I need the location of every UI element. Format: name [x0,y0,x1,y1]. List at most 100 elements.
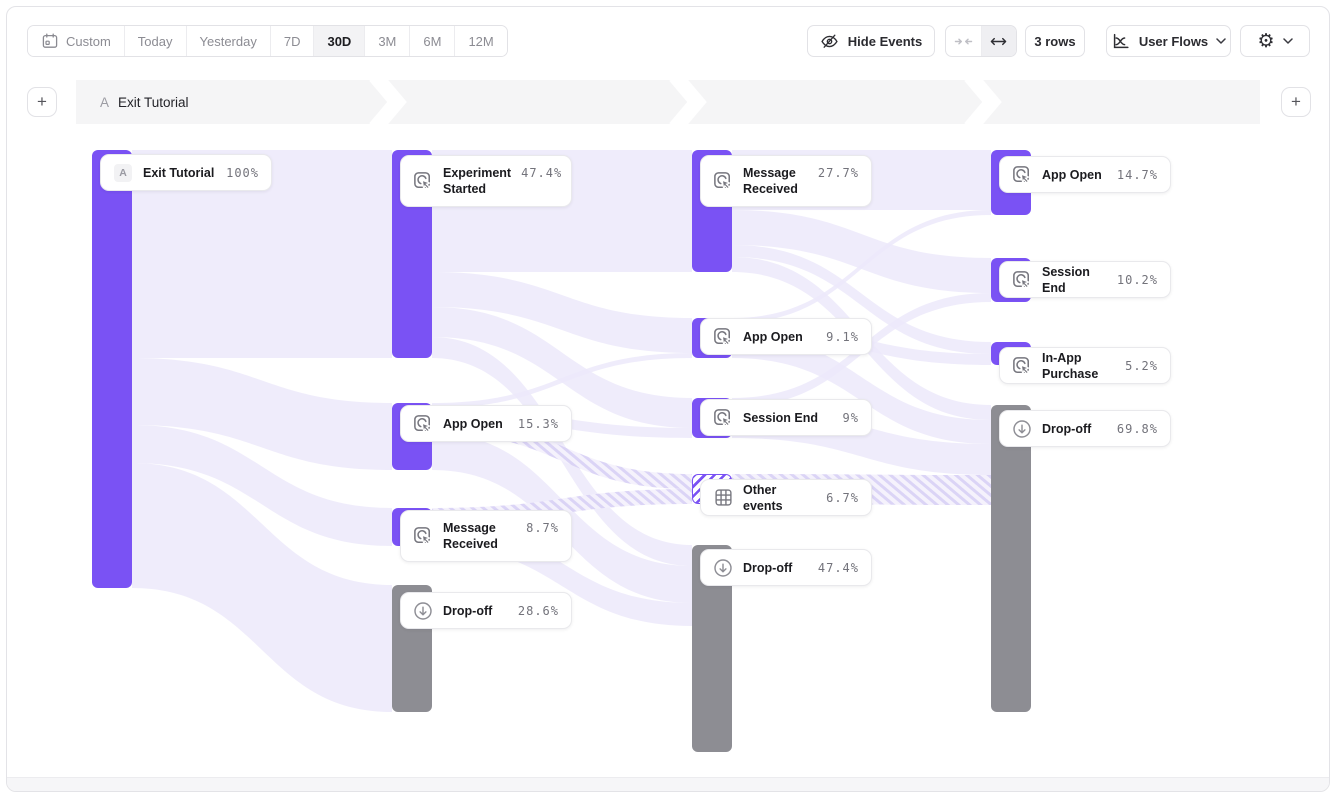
date-range-label: 30D [327,33,352,49]
flow-ribbon[interactable] [732,210,991,293]
flow-ribbon[interactable] [132,358,392,470]
flow-node-percentage: 9% [842,410,859,425]
flow-node-card[interactable]: App Open 14.7% [999,156,1171,193]
date-range-today[interactable]: Today [124,26,187,56]
flow-ribbon[interactable] [132,425,392,546]
flow-node-card[interactable]: Message Received 27.7% [700,155,872,207]
dropoff-icon [1012,419,1032,439]
flow-node-label: App Open [1042,167,1102,182]
flow-node-card[interactable]: Drop-off 47.4% [700,549,872,586]
collapse-expand-group [945,25,1017,57]
flow-node-card[interactable]: In-App Purchase 5.2% [999,347,1171,384]
flow-ribbon[interactable] [132,150,392,358]
date-range-3m[interactable]: 3M [365,26,411,56]
date-range-group: Custom Today Yesterday 7D 30D 3M 6M 12M [27,25,508,57]
event-icon [413,171,433,191]
flow-node-percentage: 28.6% [517,603,559,618]
step-badge: A [113,163,133,183]
date-range-6m[interactable]: 6M [410,26,456,56]
flow-node-percentage: 47.4% [521,166,563,180]
flow-node-card[interactable]: Message Received 8.7% [400,510,572,562]
other-events-icon [713,488,733,508]
date-range-30d[interactable]: 30D [314,26,366,56]
chevron-down-icon [1282,38,1293,44]
date-range-custom[interactable]: Custom [28,26,125,56]
add-step-left-button[interactable]: + [27,87,57,117]
flow-node-card[interactable]: App Open 9.1% [700,318,872,355]
step-prefix: A [100,94,110,110]
flow-node-label: App Open [743,329,803,344]
flow-ribbon[interactable] [432,272,692,353]
hide-events-button[interactable]: Hide Events [807,25,935,57]
event-icon [1012,165,1032,185]
flow-node-card[interactable]: Drop-off 28.6% [400,592,572,629]
view-selector-button[interactable]: User Flows [1106,25,1231,57]
calendar-icon [41,32,59,50]
step-band: A Exit Tutorial [76,80,1260,124]
dropoff-icon [413,601,433,621]
date-range-label: 7D [283,33,301,49]
rows-button[interactable]: 3 rows [1025,25,1085,57]
flow-node-percentage: 6.7% [826,490,859,505]
user-flows-icon [1111,31,1131,51]
event-icon [713,408,733,428]
add-step-right-button[interactable]: + [1281,87,1311,117]
flow-ribbon[interactable] [732,245,991,354]
flow-node-label: Drop-off [743,560,793,575]
flow-node-label: Experiment Started [443,166,512,196]
flow-node-card[interactable]: Other events 6.7% [700,479,872,516]
expand-columns-button[interactable] [981,26,1016,56]
settings-button[interactable]: ⚙ [1240,25,1310,57]
date-range-label: Custom [66,33,111,49]
hide-events-label: Hide Events [847,33,923,49]
event-icon [713,171,733,191]
date-range-label: 12M [468,33,494,49]
flow-node-percentage: 9.1% [826,329,859,344]
flow-node-bar[interactable] [991,405,1031,712]
flow-node-card[interactable]: Session End 9% [700,399,872,436]
gear-icon: ⚙ [1257,29,1275,52]
flow-node-percentage: 14.7% [1116,167,1158,182]
flow-node-label: Session End [743,410,819,425]
flow-node-label: Drop-off [443,603,493,618]
step-label[interactable]: A Exit Tutorial [100,80,189,124]
flow-ribbon[interactable] [132,463,392,712]
flow-node-label: In-App Purchase [1042,350,1099,381]
band-chevrons [369,80,1002,124]
flow-node-label: Other events [743,482,783,513]
eye-off-icon [820,31,840,51]
expand-icon [990,37,1007,45]
event-icon [713,327,733,347]
date-range-12m[interactable]: 12M [455,26,507,56]
flow-node-percentage: 5.2% [1125,358,1158,373]
flow-node-card[interactable]: Session End 10.2% [999,261,1171,298]
flow-node-label: Session End [1042,264,1090,295]
date-range-label: Yesterday [199,33,257,49]
flow-node-percentage: 100% [226,165,259,180]
flow-node-percentage: 8.7% [526,521,559,535]
flow-node-label: Exit Tutorial [143,165,215,180]
flow-ribbon[interactable] [432,353,692,408]
flow-ribbon[interactable] [732,334,991,444]
divider [980,26,982,56]
date-range-label: 3M [378,33,397,49]
step-name: Exit Tutorial [118,94,189,110]
event-icon [413,526,433,546]
flow-node-percentage: 10.2% [1116,272,1158,287]
collapse-columns-button[interactable] [946,26,981,56]
flow-node-card[interactable]: A Exit Tutorial 100% [100,154,272,191]
flow-node-bar[interactable] [92,150,132,588]
date-range-yesterday[interactable]: Yesterday [186,26,271,56]
date-range-7d[interactable]: 7D [270,26,315,56]
rows-label: 3 rows [1034,33,1076,49]
flow-ribbon[interactable] [432,307,692,428]
flow-node-card[interactable]: Experiment Started 47.4% [400,155,572,207]
event-icon [1012,356,1032,376]
flow-node-card[interactable]: Drop-off 69.8% [999,410,1171,447]
flow-node-percentage: 27.7% [817,166,859,180]
flow-node-card[interactable]: App Open 15.3% [400,405,572,442]
event-icon [413,414,433,434]
event-icon [1012,270,1032,290]
footer-scrollbar-track[interactable] [7,777,1329,791]
